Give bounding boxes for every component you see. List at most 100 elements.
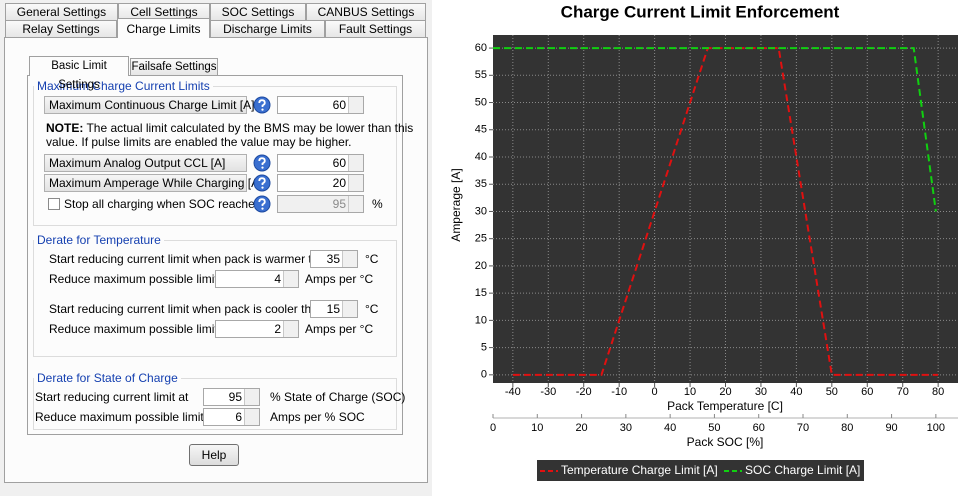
tab[interactable]: General Settings (5, 3, 118, 20)
series-line (512, 47, 939, 376)
group-title: Derate for State of Charge (34, 371, 181, 385)
unit-label: % State of Charge (SOC) (270, 390, 406, 404)
x-axis-label: Pack Temperature [C] (667, 399, 783, 413)
field-label: Start reducing current limit when pack i… (49, 302, 325, 316)
settings-window: General Settings Cell Settings SOC Setti… (0, 0, 432, 496)
y-tick-label: 20 (475, 260, 487, 272)
x2-tick-label: 100 (927, 422, 945, 434)
field-label: Reduce maximum possible limit by (49, 272, 234, 286)
unit-label: Amps per °C (305, 272, 374, 286)
note-label: NOTE: (46, 121, 84, 135)
unit-label: % (372, 197, 383, 211)
x2-tick-label: 10 (531, 422, 543, 434)
y-tick-label: 25 (475, 233, 487, 245)
field-label: Maximum Continuous Charge Limit [A] (44, 96, 254, 114)
help-icon[interactable] (253, 154, 271, 172)
unit-label: °C (365, 302, 379, 316)
y-tick-label: 0 (481, 369, 487, 381)
tab-selected[interactable]: Charge Limits (117, 18, 210, 38)
number-input[interactable]: 35 (310, 250, 358, 268)
x-tick-label: -10 (611, 386, 627, 398)
input-value: 4 (274, 272, 281, 286)
number-input-disabled: 95 (277, 195, 364, 213)
spin-arrows[interactable] (283, 271, 298, 287)
number-input[interactable]: 6 (203, 408, 260, 426)
y-tick-label: 30 (475, 205, 487, 217)
y-tick-label: 35 (475, 178, 487, 190)
group-box (33, 240, 397, 357)
spin-arrows (348, 196, 363, 212)
x2-tick-label: 0 (490, 422, 496, 434)
legend-label: SOC Charge Limit [A] (745, 463, 860, 477)
x2-axis-label: Pack SOC [%] (687, 435, 764, 449)
number-input[interactable]: 60 (277, 96, 364, 114)
x-tick-label: 30 (755, 386, 767, 398)
x2-tick-label: 20 (575, 422, 587, 434)
field-label: Reduce maximum possible limit by (35, 410, 220, 424)
y-tick-label: 10 (475, 314, 487, 326)
help-icon[interactable] (253, 96, 271, 114)
chart-title: Charge Current Limit Enforcement (561, 2, 840, 21)
spin-arrows[interactable] (342, 301, 357, 317)
number-input[interactable]: 20 (277, 174, 364, 192)
field-label: Reduce maximum possible limit by (49, 322, 234, 336)
number-input[interactable]: 60 (277, 154, 364, 172)
y-axis-label: Amperage [A] (449, 168, 463, 241)
y-tick-label: 15 (475, 287, 487, 299)
tab[interactable]: Relay Settings (5, 20, 117, 37)
legend (537, 460, 864, 481)
x2-tick-label: 80 (841, 422, 853, 434)
field-label: Start reducing current limit when pack i… (49, 252, 332, 266)
group-title: Maximum Charge Current Limits (34, 79, 213, 93)
x-tick-label: -30 (540, 386, 556, 398)
subtab-selected[interactable]: Basic Limit Settings (29, 56, 129, 91)
x2-tick-label: 30 (620, 422, 632, 434)
y-tick-label: 55 (475, 69, 487, 81)
note-text: NOTE: The actual limit calculated by the… (46, 121, 413, 135)
help-icon[interactable] (253, 195, 271, 213)
number-input[interactable]: 2 (215, 320, 299, 338)
x-tick-label: 50 (826, 386, 838, 398)
spin-arrows[interactable] (244, 389, 259, 405)
legend-label: Temperature Charge Limit [A] (561, 463, 718, 477)
unit-label: °C (365, 252, 379, 266)
x2-tick-label: 70 (797, 422, 809, 434)
series-line (493, 47, 937, 212)
checkbox[interactable] (48, 198, 60, 210)
x-tick-label: 40 (790, 386, 802, 398)
spin-arrows[interactable] (283, 321, 298, 337)
spin-arrows[interactable] (348, 175, 363, 191)
x2-tick-label: 40 (664, 422, 676, 434)
number-input[interactable]: 4 (215, 270, 299, 288)
x-tick-label: 10 (684, 386, 696, 398)
spin-arrows[interactable] (342, 251, 357, 267)
tab[interactable]: CANBUS Settings (306, 3, 426, 20)
note-line: value. If pulse limits are enabled the v… (46, 135, 352, 149)
tab[interactable]: Fault Settings (325, 20, 426, 37)
number-input[interactable]: 95 (203, 388, 260, 406)
unit-label: Amps per °C (305, 322, 374, 336)
input-value: 20 (332, 176, 346, 190)
x-tick-label: -40 (505, 386, 521, 398)
x2-tick-label: 50 (708, 422, 720, 434)
spin-arrows[interactable] (348, 97, 363, 113)
input-value: 2 (274, 322, 281, 336)
tab[interactable]: Cell Settings (118, 3, 210, 20)
help-icon[interactable] (253, 174, 271, 192)
input-value: 15 (326, 302, 340, 316)
x-tick-label: 20 (719, 386, 731, 398)
number-input[interactable]: 15 (310, 300, 358, 318)
subtab[interactable]: Failsafe Settings (130, 58, 218, 75)
spin-arrows[interactable] (244, 409, 259, 425)
checkbox-label: Stop all charging when SOC reaches (64, 197, 261, 211)
x-tick-label: -20 (576, 386, 592, 398)
input-value: 60 (332, 156, 346, 170)
tab[interactable]: SOC Settings (210, 3, 306, 20)
field-label: Maximum Amperage While Charging [A] (44, 174, 262, 192)
input-value: 95 (228, 390, 242, 404)
tab[interactable]: Discharge Limits (210, 20, 325, 37)
help-button[interactable]: Help (189, 444, 239, 466)
group-box (33, 378, 397, 430)
spin-arrows[interactable] (348, 155, 363, 171)
